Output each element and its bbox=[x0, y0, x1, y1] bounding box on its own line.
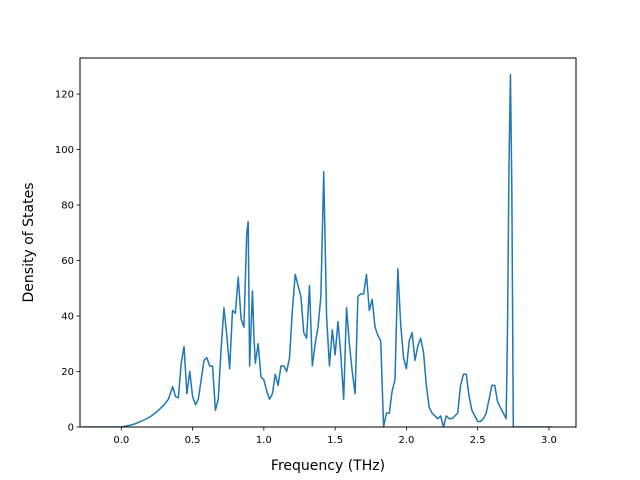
x-tick-label: 3.0 bbox=[541, 435, 557, 446]
dos-series-line-0 bbox=[82, 73, 552, 427]
y-tick-label: 80 bbox=[61, 201, 74, 212]
axis-ticks: 0.0 0.5 1.0 1.5 2.0 2.5 3.0 0 20 40 60 80 100 120 bbox=[55, 90, 557, 446]
x-axis-label: Frequency (THz) bbox=[271, 458, 385, 474]
x-tick-label: 1.5 bbox=[327, 435, 343, 446]
y-tick-label: 40 bbox=[61, 312, 74, 323]
y-tick-label: 120 bbox=[55, 90, 74, 101]
x-tick-label: 1.0 bbox=[256, 435, 272, 446]
y-tick-label: 100 bbox=[55, 145, 74, 156]
x-tick-label: 0.5 bbox=[185, 435, 201, 446]
y-tick-label: 0 bbox=[68, 423, 74, 434]
y-tick-label: 20 bbox=[61, 367, 74, 378]
x-tick-label: 2.0 bbox=[398, 435, 414, 446]
y-tick-label: 60 bbox=[61, 256, 74, 267]
plot-area bbox=[82, 73, 552, 427]
axes-frame bbox=[79, 57, 577, 428]
x-tick-label: 0.0 bbox=[113, 435, 129, 446]
x-tick-label: 2.5 bbox=[470, 435, 486, 446]
y-axis-label: Density of States bbox=[21, 183, 37, 303]
